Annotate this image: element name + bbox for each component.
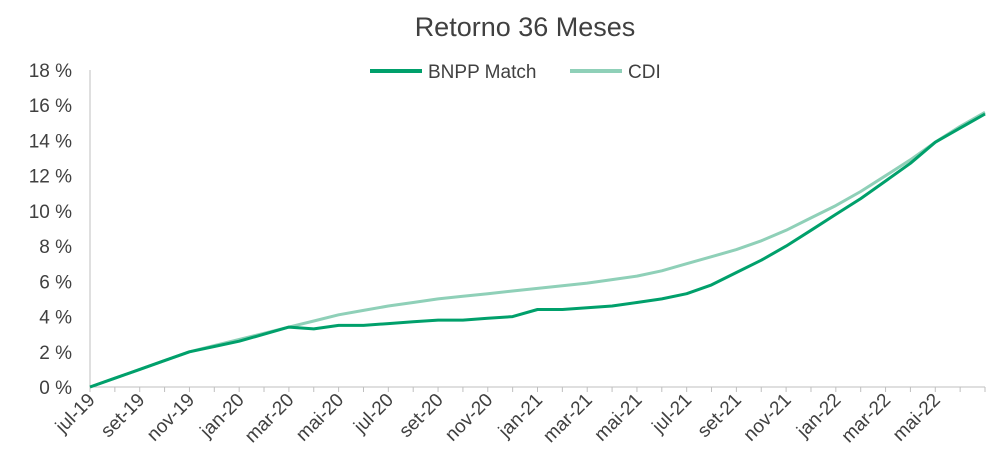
- x-tick-label: mar-20: [241, 390, 298, 447]
- legend-label: BNPP Match: [428, 62, 536, 83]
- y-tick-label: 6 %: [39, 272, 72, 293]
- y-tick-label: 12 %: [29, 167, 72, 188]
- legend-label: CDI: [628, 62, 661, 83]
- y-tick-label: 4 %: [39, 308, 72, 329]
- series-line: [89, 112, 986, 389]
- x-tick-label: jan-21: [494, 390, 547, 443]
- x-tick-label: set-20: [395, 390, 447, 442]
- x-tick-label: mar-22: [838, 390, 895, 447]
- y-tick-label: 0 %: [39, 378, 72, 399]
- x-tick-label: nov-20: [441, 390, 497, 446]
- x-tick-label: nov-19: [143, 390, 199, 446]
- x-tick-label: mai-20: [292, 390, 348, 446]
- x-tick-label: mar-21: [539, 390, 596, 447]
- x-tick-label: jan-22: [792, 390, 845, 443]
- x-tick-label: jul-20: [349, 390, 397, 438]
- y-tick-label: 2 %: [39, 343, 72, 364]
- x-tick-label: nov-21: [740, 390, 796, 446]
- y-tick-label: 18 %: [29, 61, 72, 82]
- y-tick-label: 16 %: [29, 96, 72, 117]
- x-tick-label: mai-21: [591, 390, 647, 446]
- x-tick-label: jul-21: [648, 390, 696, 438]
- y-tick-label: 14 %: [29, 131, 72, 152]
- x-tick-label: mai-22: [889, 390, 945, 446]
- chart-title: Retorno 36 Meses: [415, 12, 636, 42]
- x-tick-label: set-19: [97, 390, 149, 442]
- y-tick-label: 8 %: [39, 237, 72, 258]
- x-tick-label: set-21: [694, 390, 746, 442]
- x-tick-label: jan-20: [196, 390, 249, 443]
- y-tick-label: 10 %: [29, 202, 72, 223]
- series-line: [89, 110, 986, 389]
